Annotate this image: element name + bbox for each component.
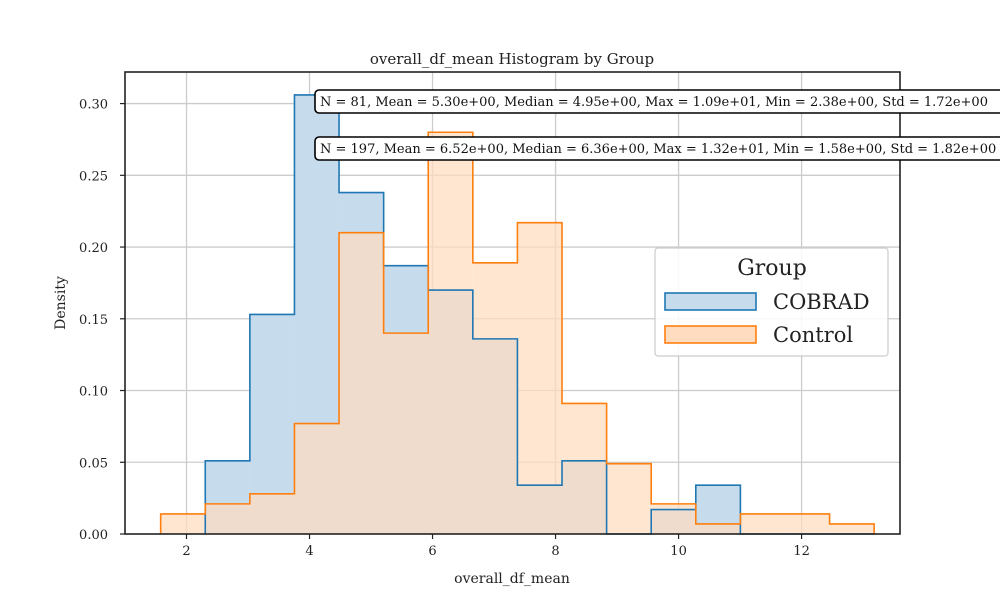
x-axis-label: overall_df_mean — [454, 571, 570, 587]
x-tick-label-5: 12 — [793, 544, 810, 559]
x-tick-label-0: 2 — [182, 544, 190, 559]
bar-control-13 — [740, 513, 785, 534]
legend-swatch-cobrad — [664, 292, 757, 311]
legend-label-cobrad: COBRAD — [773, 290, 870, 314]
bar-control-6 — [428, 132, 473, 534]
y-axis-ticks: 0.00 0.05 0.10 0.15 0.20 0.25 0.30 — [79, 98, 125, 543]
bar-control-8 — [517, 222, 563, 535]
outline-control — [159, 131, 875, 534]
legend: Group COBRAD Control — [654, 247, 889, 357]
y-tick-label-4: 0.20 — [79, 241, 108, 256]
plot-frame — [124, 71, 901, 535]
y-tick-label-2: 0.10 — [79, 385, 108, 400]
y-tick-label-6: 0.30 — [79, 98, 108, 113]
legend-swatch-control — [664, 325, 757, 344]
series-control — [160, 132, 875, 535]
legend-label-control: Control — [773, 323, 853, 347]
x-axis-ticks: 2 4 6 8 10 12 — [182, 534, 810, 559]
x-tick-label-3: 8 — [551, 544, 559, 559]
bar-control-10 — [606, 463, 652, 534]
bar-control-11 — [651, 503, 696, 534]
x-tick-label-1: 4 — [305, 544, 313, 559]
chart-title: overall_df_mean Histogram by Group — [370, 50, 654, 68]
annotation-text-control: N = 197, Mean = 6.52e+00, Median = 6.36e… — [320, 142, 996, 157]
bar-control-5 — [383, 333, 429, 534]
bar-control-12 — [695, 523, 741, 534]
bar-control-14 — [784, 513, 830, 534]
x-tick-label-4: 10 — [670, 544, 687, 559]
legend-title: Group — [737, 256, 807, 281]
bar-control-4 — [339, 232, 384, 534]
annotation-box-control — [314, 136, 1000, 161]
annotation-text-cobrad: N = 81, Mean = 5.30e+00, Median = 4.95e+… — [320, 95, 988, 110]
bar-control-9 — [562, 403, 607, 534]
y-tick-label-1: 0.05 — [79, 456, 108, 471]
bar-control-3 — [294, 423, 340, 534]
bar-control-1 — [205, 503, 250, 534]
y-axis-label: Density — [53, 276, 69, 330]
histogram-bars — [159, 94, 875, 535]
bar-control-2 — [249, 493, 295, 534]
annotation-box-cobrad — [314, 89, 1000, 114]
bar-control-0 — [160, 513, 206, 534]
y-tick-label-3: 0.15 — [79, 313, 108, 328]
outline-cobrad — [204, 94, 875, 535]
x-tick-label-2: 6 — [428, 544, 436, 559]
bar-control-15 — [829, 523, 875, 534]
y-tick-label-5: 0.25 — [79, 169, 108, 184]
y-tick-label-0: 0.00 — [79, 528, 108, 543]
stats-annotations: N = 81, Mean = 5.30e+00, Median = 4.95e+… — [314, 89, 1000, 161]
bar-control-7 — [472, 262, 518, 534]
